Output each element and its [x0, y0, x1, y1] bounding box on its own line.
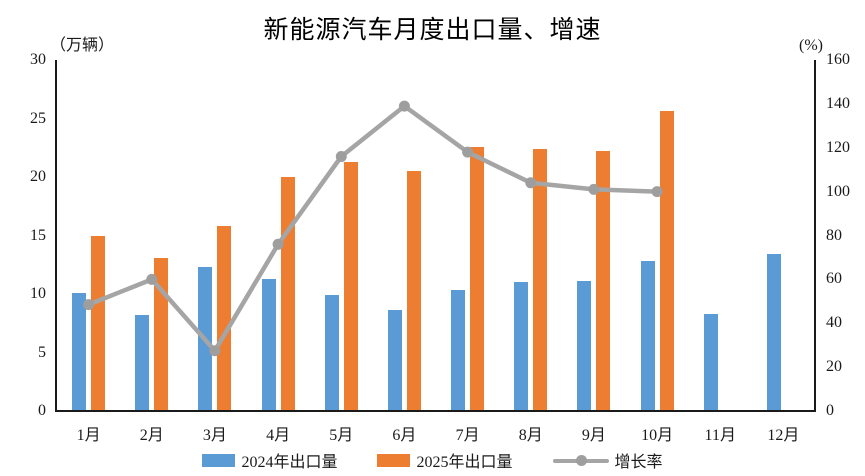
x-axis-label-1月: 1月 [76, 427, 101, 444]
bar-2025年出口量-9月 [596, 151, 611, 410]
right-axis-tick-60: 60 [826, 270, 842, 288]
legend-swatch-2024 [202, 453, 236, 467]
left-axis-tick-10: 10 [30, 285, 46, 302]
bar-2024年出口量-11月 [703, 313, 718, 410]
bar-2025年出口量-6月 [406, 171, 421, 410]
chart-title: 新能源汽车月度出口量、增速 [263, 17, 602, 44]
x-axis-label-4月: 4月 [266, 427, 291, 444]
bar-2024年出口量-6月 [387, 310, 402, 410]
right-axis-tick-0: 0 [826, 402, 834, 419]
right-axis-unit-label: (%) [799, 37, 823, 54]
x-axis-label-12月: 12月 [767, 427, 800, 444]
right-axis-tick-80: 80 [826, 226, 842, 244]
bar-2025年出口量-7月 [470, 146, 485, 410]
left-axis-tick-5: 5 [38, 343, 46, 361]
x-axis-label-5月: 5月 [329, 427, 354, 444]
x-axis-label-10月: 10月 [641, 427, 674, 444]
x-axis-line [55, 410, 816, 412]
x-axis-label-3月: 3月 [202, 427, 227, 444]
legend-item-growth: 增长率 [552, 448, 663, 472]
legend-growth-line-icon [552, 454, 609, 467]
right-y-axis-line [814, 60, 816, 412]
bar-2024年出口量-2月 [135, 315, 150, 410]
left-axis-tick-0: 0 [38, 402, 46, 419]
x-axis-label-9月: 9月 [581, 427, 606, 444]
legend-swatch-2025 [377, 453, 411, 467]
bar-2025年出口量-5月 [343, 161, 358, 410]
bar-2024年出口量-7月 [451, 290, 466, 410]
chart-legend: 2024年出口量 2025年出口量 增长率 [0, 448, 865, 472]
bar-2024年出口量-1月 [72, 292, 87, 410]
left-axis-tick-30: 30 [30, 51, 46, 68]
x-axis-label-11月: 11月 [704, 427, 736, 444]
bar-2025年出口量-8月 [533, 148, 548, 410]
right-axis-tick-40: 40 [826, 314, 842, 332]
left-axis-tick-20: 20 [30, 168, 46, 185]
left-axis-tick-15: 15 [30, 226, 46, 244]
x-axis-label-2月: 2月 [139, 427, 164, 444]
bar-2024年出口量-8月 [514, 282, 529, 410]
bar-2024年出口量-12月 [766, 254, 781, 410]
bar-2025年出口量-3月 [217, 226, 232, 410]
right-axis-tick-20: 20 [826, 358, 842, 376]
right-axis-tick-120: 120 [826, 138, 850, 156]
bar-2024年出口量-4月 [261, 278, 276, 410]
bar-2024年出口量-5月 [324, 295, 339, 410]
left-axis-tick-25: 25 [30, 109, 46, 127]
bar-2024年出口量-10月 [640, 261, 655, 410]
x-axis-label-8月: 8月 [518, 427, 543, 444]
x-axis-label-7月: 7月 [455, 427, 480, 444]
bar-2025年出口量-10月 [659, 111, 674, 410]
legend-label-2025: 2025年出口量 [416, 454, 513, 471]
bar-2024年出口量-9月 [577, 281, 592, 410]
right-axis-tick-160: 160 [826, 51, 850, 68]
legend-item-2025: 2025年出口量 [377, 448, 513, 472]
right-axis-tick-140: 140 [826, 94, 850, 112]
right-axis-tick-100: 100 [826, 182, 850, 200]
legend-label-2024: 2024年出口量 [241, 454, 338, 471]
legend-label-growth: 增长率 [614, 454, 663, 471]
left-axis-unit-label: （万辆） [50, 37, 115, 54]
x-axis-label-6月: 6月 [392, 427, 417, 444]
bar-2025年出口量-1月 [91, 235, 106, 410]
legend-item-2024: 2024年出口量 [202, 448, 337, 472]
left-y-axis-line [55, 60, 57, 412]
